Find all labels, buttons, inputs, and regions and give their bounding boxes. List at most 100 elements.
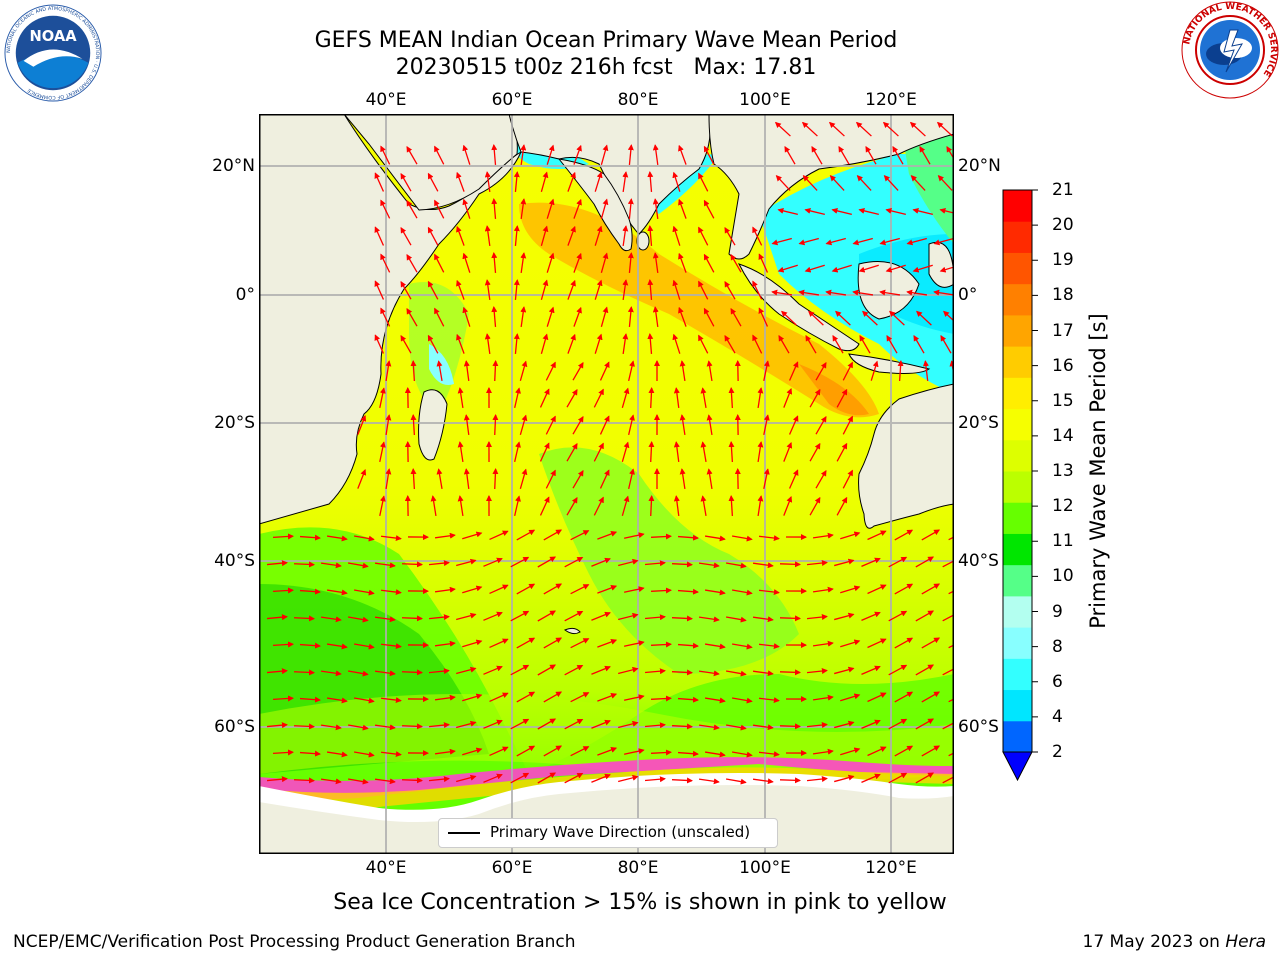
wave-direction-arrow xyxy=(921,529,941,541)
wave-direction-arrow xyxy=(483,719,503,729)
lon-label-top: 60°E xyxy=(491,90,533,110)
wave-direction-arrow xyxy=(380,535,402,542)
wave-direction-arrow xyxy=(678,144,687,165)
colorbar-under-triangle xyxy=(1002,751,1033,782)
lon-label-bottom: 100°E xyxy=(739,858,791,878)
wave-direction-arrow xyxy=(462,639,483,648)
wave-direction-arrow xyxy=(570,638,590,649)
wave-direction-arrow xyxy=(622,333,629,355)
wave-direction-arrow xyxy=(510,556,530,568)
wave-direction-arrow xyxy=(266,668,288,675)
wave-direction-arrow xyxy=(484,279,491,301)
wave-direction-arrow xyxy=(570,692,590,703)
wave-direction-arrow xyxy=(513,171,520,193)
wave-direction-arrow xyxy=(677,696,699,703)
wave-direction-arrow xyxy=(894,529,914,541)
wave-direction-arrow xyxy=(380,697,402,704)
wave-direction-arrow xyxy=(357,415,367,435)
wave-direction-arrow xyxy=(948,590,954,595)
wave-direction-arrow xyxy=(894,637,914,649)
wave-direction-arrow xyxy=(703,253,715,273)
wave-direction-arrow xyxy=(894,745,914,757)
wave-direction-arrow xyxy=(491,144,498,166)
wave-direction-arrow xyxy=(573,306,582,327)
wave-direction-arrow xyxy=(806,614,828,621)
colorbar-tick-label: 2 xyxy=(1052,742,1063,762)
wave-direction-arrow xyxy=(597,639,618,648)
wave-direction-arrow xyxy=(673,387,680,409)
wave-direction-arrow xyxy=(921,583,941,595)
wave-direction-arrow xyxy=(725,562,747,569)
wave-direction-arrow xyxy=(942,776,954,784)
wave-direction-arrow xyxy=(353,751,375,758)
wave-direction-arrow xyxy=(537,772,556,784)
lat-label-left: 20°S xyxy=(214,413,255,433)
wave-direction-arrow xyxy=(788,469,799,489)
wave-direction-arrow xyxy=(783,496,793,516)
wave-direction-arrow xyxy=(752,670,774,677)
colorbar-cell xyxy=(1003,658,1032,691)
wave-direction-arrow xyxy=(842,469,853,489)
wave-direction-arrow xyxy=(831,264,852,273)
wave-direction-arrow xyxy=(597,585,618,594)
wave-direction-arrow xyxy=(520,144,527,166)
wave-direction-arrow xyxy=(299,750,321,757)
wave-direction-arrow xyxy=(644,614,666,621)
colorbar-tick-label: 4 xyxy=(1052,706,1063,727)
wave-direction-arrow xyxy=(840,531,861,540)
wave-direction-arrow xyxy=(462,306,471,327)
wave-direction-arrow xyxy=(374,562,396,569)
wave-direction-arrow xyxy=(894,583,914,595)
wave-direction-arrow xyxy=(888,664,908,676)
wave-direction-arrow xyxy=(483,611,503,621)
wave-direction-arrow xyxy=(379,387,386,409)
wave-direction-arrow xyxy=(752,616,774,623)
wave-direction-arrow xyxy=(622,279,629,301)
wave-direction-arrow xyxy=(728,495,735,517)
wave-direction-arrow xyxy=(627,306,634,328)
wave-direction-arrow xyxy=(427,172,439,192)
wave-direction-arrow xyxy=(357,469,367,489)
wave-direction-arrow xyxy=(573,252,582,273)
wave-direction-arrow xyxy=(812,694,834,701)
wave-direction-arrow xyxy=(883,175,899,191)
wave-direction-arrow xyxy=(804,264,825,273)
wave-direction-arrow xyxy=(840,639,861,648)
wave-direction-arrow xyxy=(591,665,611,675)
lat-label-left: 60°S xyxy=(214,717,255,737)
wave-direction-arrow xyxy=(888,610,908,622)
wave-direction-arrow xyxy=(353,697,375,704)
wave-direction-arrow xyxy=(539,388,550,408)
wave-direction-arrow xyxy=(299,588,321,595)
wave-direction-arrow xyxy=(566,389,578,408)
wave-direction-arrow xyxy=(804,207,825,216)
long-period-band xyxy=(519,202,879,418)
wave-direction-arrow xyxy=(543,583,563,595)
wave-direction-arrow xyxy=(834,774,855,783)
wave-direction-arrow xyxy=(546,252,555,273)
wave-direction-arrow xyxy=(677,642,699,649)
wave-direction-arrow xyxy=(698,670,720,677)
wave-direction-arrow xyxy=(940,335,952,354)
colorbar-ticks xyxy=(1032,189,1038,753)
wave-direction-arrow xyxy=(939,266,954,273)
wave-direction-arrow xyxy=(380,751,402,758)
wave-direction-arrow xyxy=(698,280,709,300)
wave-direction-arrow xyxy=(652,198,659,220)
wave-direction-arrow xyxy=(320,724,342,731)
wave-direction-arrow xyxy=(784,146,796,165)
wave-direction-arrow xyxy=(834,558,855,567)
wave-direction-arrow xyxy=(618,720,639,729)
wave-direction-arrow xyxy=(731,697,753,704)
wave-direction-arrow xyxy=(594,225,603,246)
lon-label-bottom: 80°E xyxy=(617,858,659,878)
wave-direction-arrow xyxy=(353,589,375,596)
wave-direction-arrow xyxy=(888,556,908,568)
noaa-logo: NOAA NATIONAL OCEANIC AND ATMOSPHERIC AD… xyxy=(4,4,102,102)
wave-direction-arrow xyxy=(867,638,887,649)
wave-direction-arrow xyxy=(858,207,879,216)
colorbar-tick-label: 18 xyxy=(1052,285,1074,306)
wave-direction-arrow xyxy=(888,772,908,784)
wave-direction-arrow xyxy=(510,772,530,784)
wave-direction-arrow xyxy=(806,722,828,729)
